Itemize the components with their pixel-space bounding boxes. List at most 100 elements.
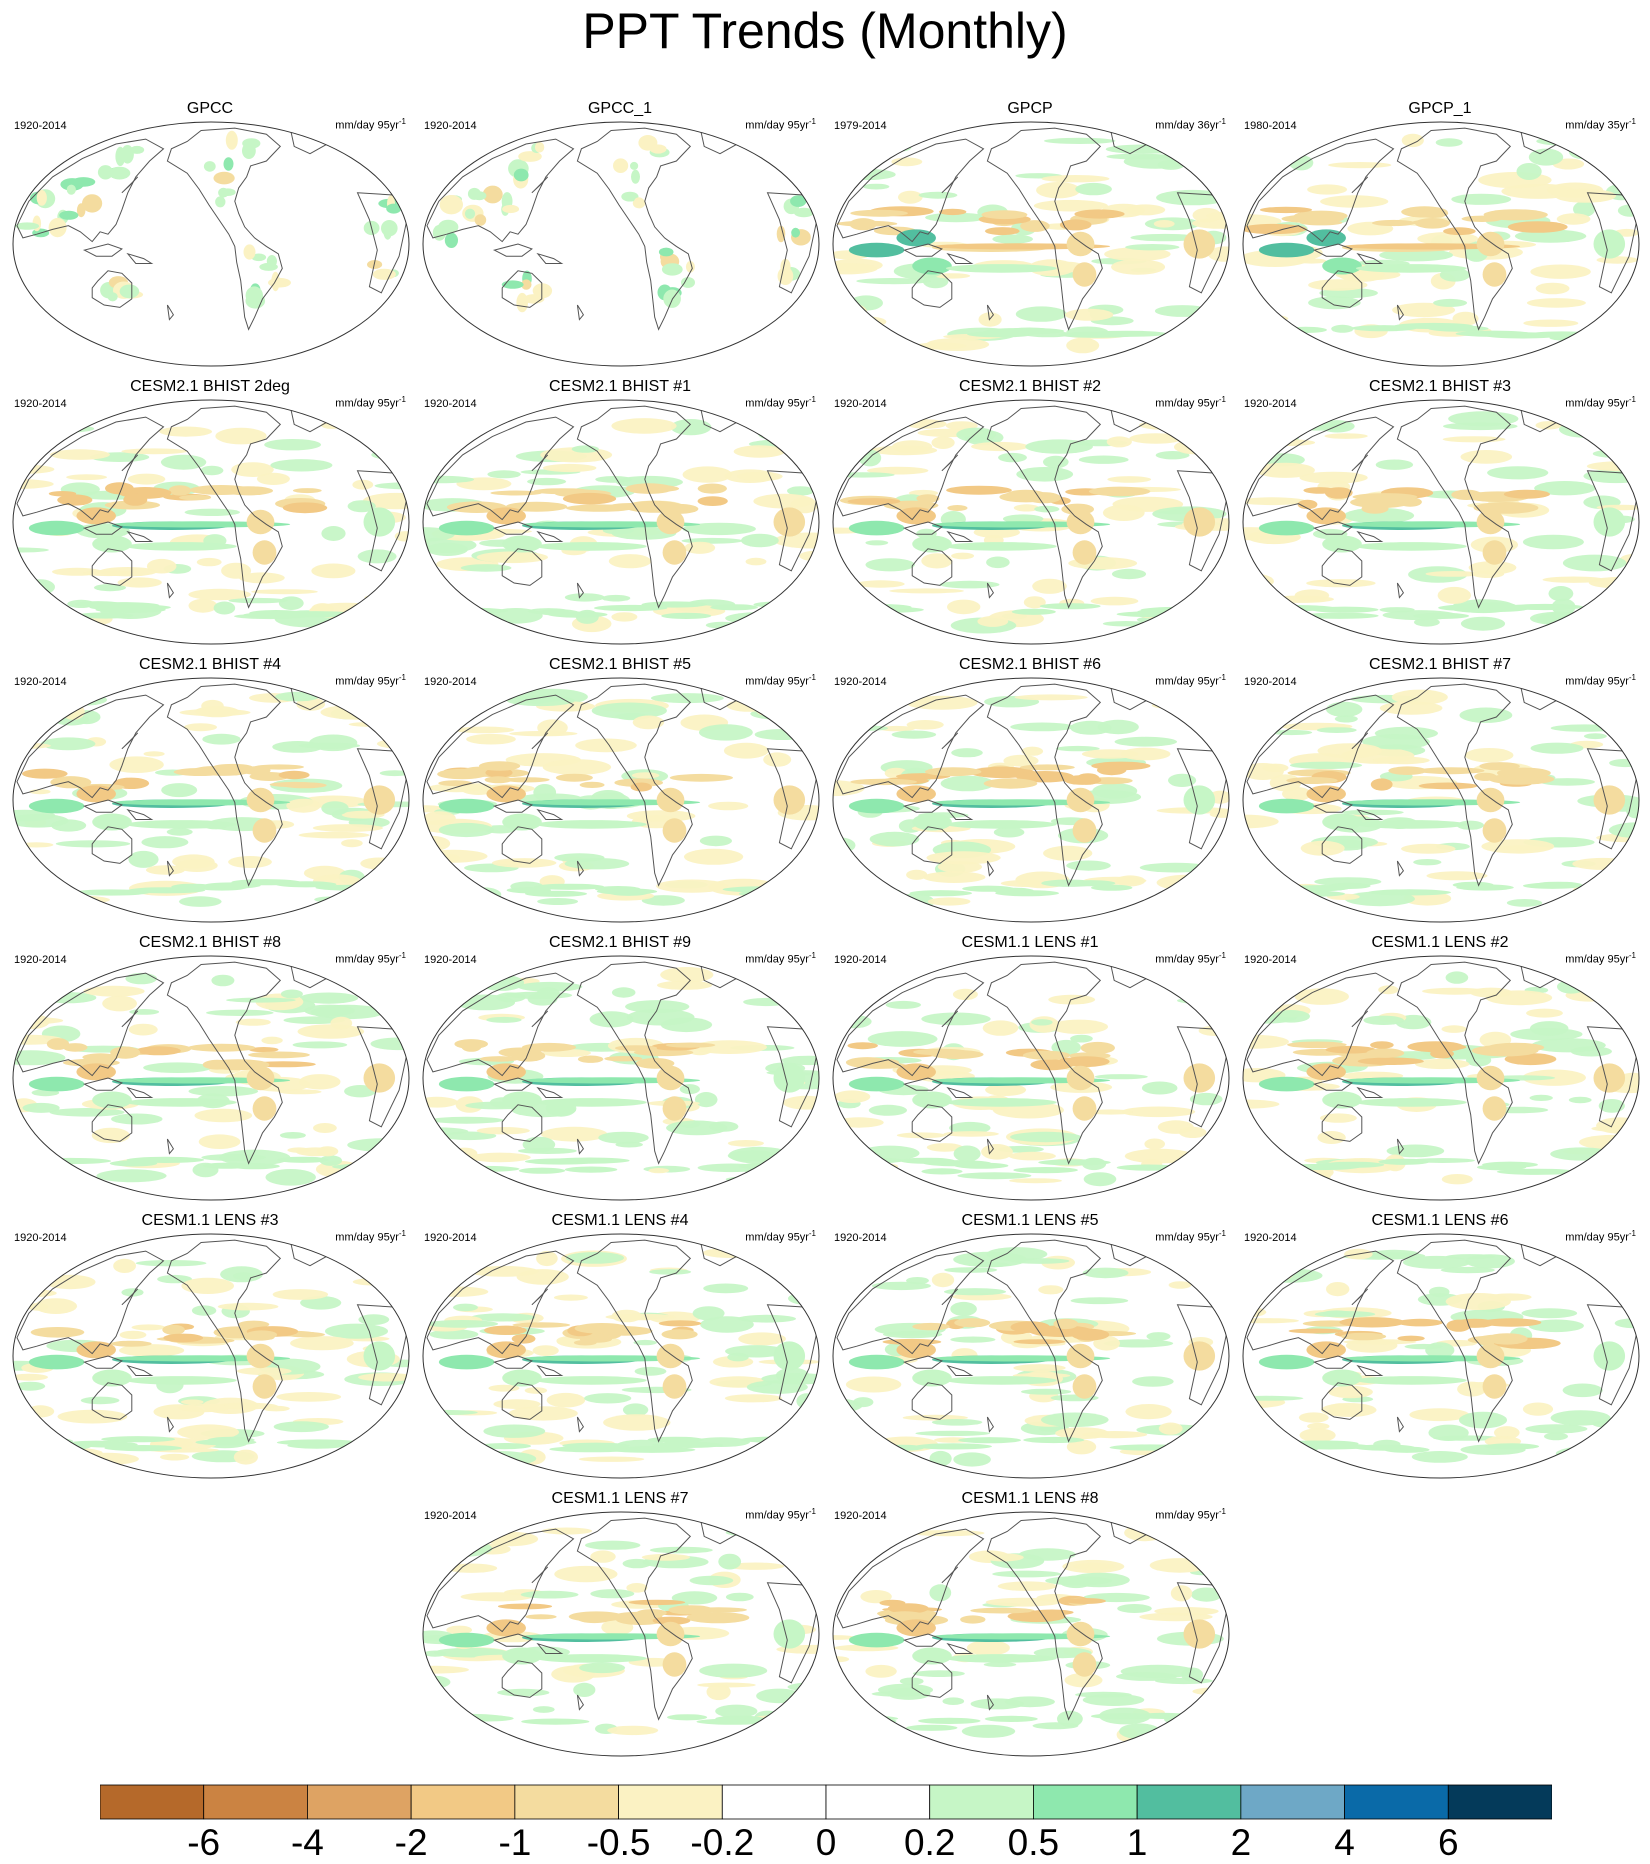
panel-units: mm/day 36yr-1 xyxy=(1155,117,1226,132)
map-panel: CESM1.1 LENS #4 1920-2014 mm/day 95yr-1 xyxy=(414,1204,826,1482)
world-map xyxy=(12,399,410,645)
panel-units-text: mm/day 95yr xyxy=(335,1231,399,1244)
panel-units: mm/day 95yr-1 xyxy=(1155,673,1226,688)
colorbar-tick-label: 0.2 xyxy=(903,1822,956,1863)
panel-units-text: mm/day 95yr xyxy=(1155,953,1219,966)
panel-units-text: mm/day 95yr xyxy=(745,397,809,410)
panel-period: 1920-2014 xyxy=(834,1232,887,1244)
colorbar-tick-label: -2 xyxy=(394,1822,428,1863)
panel-units-text: mm/day 95yr xyxy=(1155,397,1219,410)
panel-units-text: mm/day 35yr xyxy=(1565,119,1629,132)
world-map xyxy=(422,1233,820,1479)
panel-title: CESM2.1 BHIST #3 xyxy=(1369,378,1511,395)
panel-period: 1920-2014 xyxy=(424,1232,477,1244)
world-map xyxy=(422,1511,820,1757)
panel-units: mm/day 95yr-1 xyxy=(745,117,816,132)
panel-units-exponent: -1 xyxy=(1218,951,1226,960)
panel-units-text: mm/day 95yr xyxy=(1565,397,1629,410)
panel-units: mm/day 95yr-1 xyxy=(1155,1507,1226,1522)
map-panel: CESM2.1 BHIST #8 1920-2014 mm/day 95yr-1 xyxy=(4,926,416,1204)
panel-units-exponent: -1 xyxy=(808,1229,816,1238)
panel-units-exponent: -1 xyxy=(1218,1229,1226,1238)
panel-units-exponent: -1 xyxy=(1628,395,1636,404)
map-panel: CESM2.1 BHIST #1 1920-2014 mm/day 95yr-1 xyxy=(414,370,826,648)
colorbar-swatch xyxy=(1240,1784,1345,1820)
panel-units-text: mm/day 95yr xyxy=(745,1231,809,1244)
panel-units: mm/day 95yr-1 xyxy=(1565,395,1636,410)
world-map xyxy=(422,955,820,1201)
colorbar-swatch xyxy=(618,1784,723,1820)
panel-period: 1920-2014 xyxy=(1244,398,1297,410)
world-map xyxy=(832,677,1230,923)
panel-units: mm/day 95yr-1 xyxy=(1565,1229,1636,1244)
panel-title: CESM1.1 LENS #4 xyxy=(551,1212,689,1229)
panel-units-exponent: -1 xyxy=(808,117,816,126)
panel-units: mm/day 95yr-1 xyxy=(745,395,816,410)
world-map xyxy=(12,955,410,1201)
colorbar-tick-label: -0.2 xyxy=(690,1822,755,1863)
panel-period: 1920-2014 xyxy=(834,954,887,966)
map-panel: CESM2.1 BHIST #4 1920-2014 mm/day 95yr-1 xyxy=(4,648,416,926)
map-panel: CESM2.1 BHIST #3 1920-2014 mm/day 95yr-1 xyxy=(1234,370,1646,648)
panel-period: 1920-2014 xyxy=(424,398,477,410)
map-panel: CESM1.1 LENS #2 1920-2014 mm/day 95yr-1 xyxy=(1234,926,1646,1204)
panel-period: 1920-2014 xyxy=(1244,954,1297,966)
panel-units-exponent: -1 xyxy=(808,673,816,682)
panel-units-exponent: -1 xyxy=(1218,1507,1226,1516)
panel-title: CESM1.1 LENS #8 xyxy=(961,1490,1099,1507)
colorbar-swatch xyxy=(929,1784,1034,1820)
map-panel: CESM1.1 LENS #7 1920-2014 mm/day 95yr-1 xyxy=(414,1482,826,1760)
panel-period: 1920-2014 xyxy=(1244,1232,1297,1244)
colorbar-tick-label: -4 xyxy=(290,1822,324,1863)
map-panel: CESM2.1 BHIST 2deg 1920-2014 mm/day 95yr-1 xyxy=(4,370,416,648)
colorbar-tick-label: 2 xyxy=(1230,1822,1252,1863)
panel-units: mm/day 95yr-1 xyxy=(745,1229,816,1244)
panel-units-text: mm/day 95yr xyxy=(1565,953,1629,966)
panel-units: mm/day 95yr-1 xyxy=(335,673,406,688)
panel-title: CESM2.1 BHIST #1 xyxy=(549,378,691,395)
colorbar-swatch xyxy=(1344,1784,1449,1820)
panel-title: CESM1.1 LENS #3 xyxy=(141,1212,279,1229)
colorbar-swatch xyxy=(100,1784,205,1820)
map-panel: CESM2.1 BHIST #6 1920-2014 mm/day 95yr-1 xyxy=(824,648,1236,926)
colorbar-tick-label: -1 xyxy=(498,1822,532,1863)
panel-title: CESM2.1 BHIST #5 xyxy=(549,656,691,673)
map-panel: CESM2.1 BHIST #7 1920-2014 mm/day 95yr-1 xyxy=(1234,648,1646,926)
world-map xyxy=(832,1511,1230,1757)
panel-period: 1920-2014 xyxy=(14,954,67,966)
panel-units-text: mm/day 95yr xyxy=(335,397,399,410)
colorbar-swatch xyxy=(1033,1784,1138,1820)
panel-units-exponent: -1 xyxy=(808,395,816,404)
world-map xyxy=(832,121,1230,367)
panel-units-text: mm/day 95yr xyxy=(335,953,399,966)
panel-units: mm/day 95yr-1 xyxy=(335,395,406,410)
panel-units-exponent: -1 xyxy=(808,951,816,960)
map-panel: CESM1.1 LENS #3 1920-2014 mm/day 95yr-1 xyxy=(4,1204,416,1482)
world-map xyxy=(832,1233,1230,1479)
world-map xyxy=(422,677,820,923)
panel-period: 1920-2014 xyxy=(424,954,477,966)
world-map xyxy=(12,1233,410,1479)
colorbar-tick-label: 4 xyxy=(1334,1822,1355,1863)
panel-units: mm/day 35yr-1 xyxy=(1565,117,1636,132)
panel-units-exponent: -1 xyxy=(398,117,406,126)
map-panel: CESM2.1 BHIST #2 1920-2014 mm/day 95yr-1 xyxy=(824,370,1236,648)
panel-units-text: mm/day 95yr xyxy=(1155,1509,1219,1522)
panel-units: mm/day 95yr-1 xyxy=(745,673,816,688)
world-map xyxy=(1242,399,1640,645)
panel-period: 1920-2014 xyxy=(14,676,67,688)
colorbar-swatch xyxy=(1447,1784,1552,1820)
colorbar-swatch xyxy=(410,1784,516,1820)
panel-units-exponent: -1 xyxy=(1218,673,1226,682)
panel-units-exponent: -1 xyxy=(1628,1229,1636,1238)
panel-title: CESM2.1 BHIST #9 xyxy=(549,934,691,951)
panel-units: mm/day 95yr-1 xyxy=(1155,1229,1226,1244)
map-panel: CESM1.1 LENS #1 1920-2014 mm/day 95yr-1 xyxy=(824,926,1236,1204)
panel-units: mm/day 95yr-1 xyxy=(745,1507,816,1522)
map-panel: CESM1.1 LENS #8 1920-2014 mm/day 95yr-1 xyxy=(824,1482,1236,1760)
panel-title: CESM1.1 LENS #7 xyxy=(551,1490,689,1507)
colorbar-tick-label: -0.5 xyxy=(586,1822,651,1863)
panel-period: 1920-2014 xyxy=(14,120,67,132)
panel-title: CESM2.1 BHIST #2 xyxy=(959,378,1101,395)
